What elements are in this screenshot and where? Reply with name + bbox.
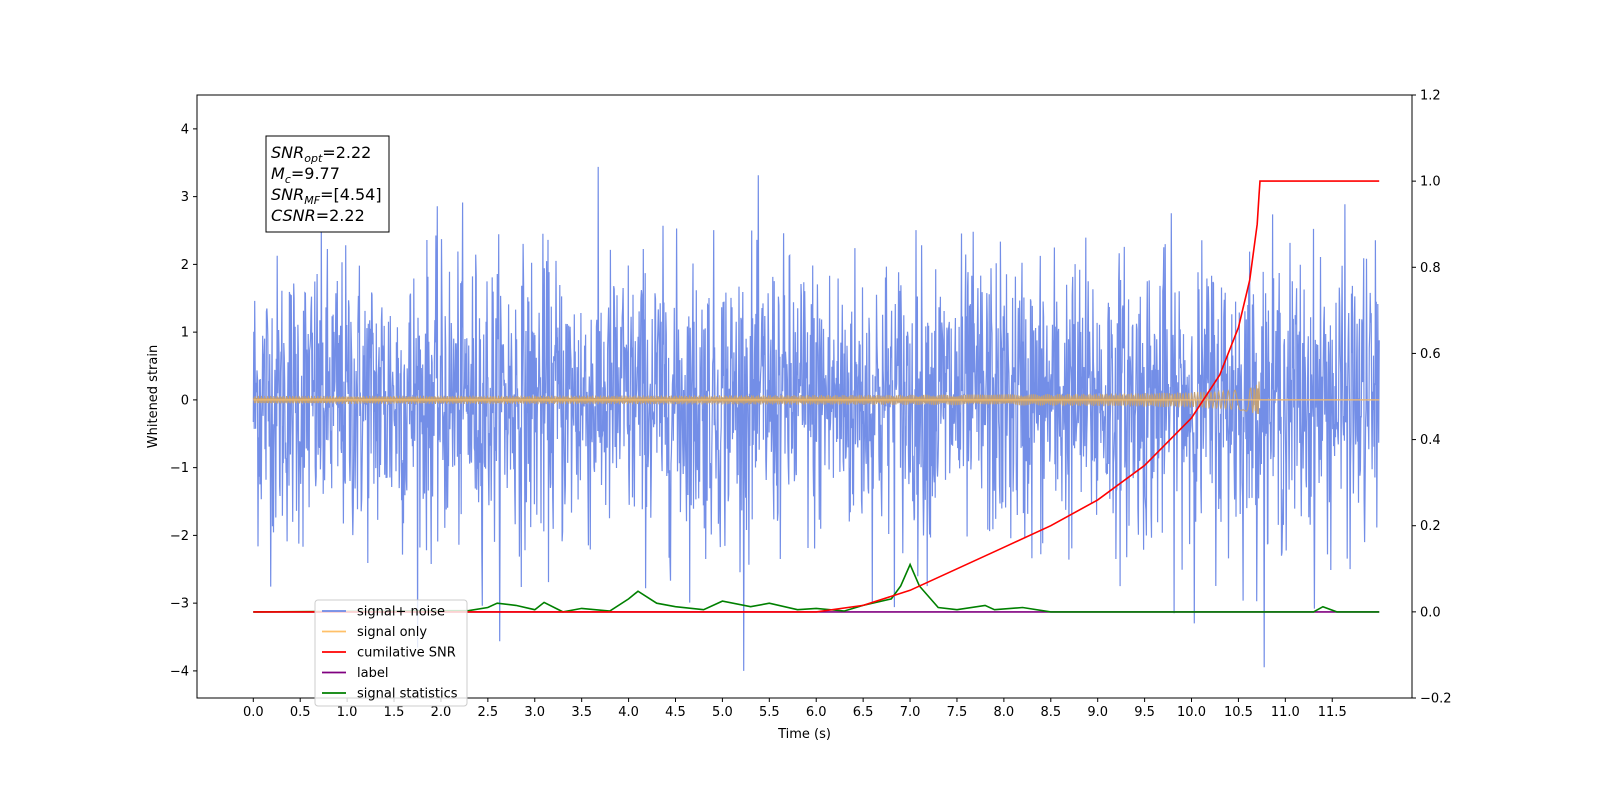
x-tick-label: 2.5 xyxy=(478,705,499,720)
y-left-tick-label: −1 xyxy=(170,461,189,476)
x-tick-label: 8.0 xyxy=(994,705,1015,720)
x-tick-label: 1.0 xyxy=(337,705,358,720)
x-tick-label: 0.0 xyxy=(243,705,264,720)
y-right-tick-label: −0.2 xyxy=(1420,692,1452,707)
legend-label: label xyxy=(357,666,388,681)
y-left-tick-label: 2 xyxy=(181,258,189,273)
legend-frame xyxy=(314,599,468,707)
x-tick-label: 10.0 xyxy=(1177,705,1206,720)
x-tick-label: 4.5 xyxy=(665,705,686,720)
annotation-line: Mc=9.77 xyxy=(271,164,340,186)
y-left-tick-label: −3 xyxy=(170,597,189,612)
signal-only-envelope xyxy=(252,381,1380,415)
legend: signal+ noise signal only cumilative SNR la… xyxy=(314,599,468,707)
x-tick-label: 11.5 xyxy=(1318,705,1347,720)
x-tick-label: 6.5 xyxy=(853,705,874,720)
y-left-tick-label: −4 xyxy=(170,664,189,679)
y-right-tick-label: 0.2 xyxy=(1420,519,1441,534)
x-tick-label: 6.0 xyxy=(806,705,827,720)
y-right-tick-label: 0.6 xyxy=(1420,347,1441,362)
signal-statistics-line xyxy=(253,562,1380,613)
y-right-tick-label: 0.4 xyxy=(1420,433,1441,448)
y-left-tick-label: 0 xyxy=(181,393,189,408)
x-tick-label: 5.0 xyxy=(712,705,733,720)
annotation-line: SNRMF=[4.54] xyxy=(271,185,382,207)
legend-label: signal only xyxy=(357,625,427,640)
plot-frame xyxy=(196,94,1413,699)
x-tick-label: 0.5 xyxy=(290,705,311,720)
x-tick-label: 7.5 xyxy=(947,705,968,720)
x-tick-label: 9.0 xyxy=(1087,705,1108,720)
legend-label: signal statistics xyxy=(357,687,458,702)
x-tick-label: 10.5 xyxy=(1224,705,1253,720)
legend-label: signal+ noise xyxy=(357,605,445,620)
annotation-frame xyxy=(265,135,390,233)
x-tick-label: 1.5 xyxy=(384,705,405,720)
x-tick-label: 3.0 xyxy=(524,705,545,720)
x-tick-label: 9.5 xyxy=(1134,705,1155,720)
y-right-tick-label: 0.8 xyxy=(1420,261,1441,276)
x-tick-label: 4.0 xyxy=(618,705,639,720)
signal-only-series xyxy=(252,381,1380,415)
x-tick-label: 2.0 xyxy=(431,705,452,720)
x-tick-label: 3.5 xyxy=(571,705,592,720)
y-left-tick-label: 1 xyxy=(181,326,189,341)
y-left-tick-label: −2 xyxy=(170,529,189,544)
y-right-tick-label: 1.2 xyxy=(1420,89,1441,104)
y-left-tick-label: 3 xyxy=(181,190,189,205)
annotation-line: CSNR=2.22 xyxy=(271,206,365,225)
y-axis-label-left: Whitened strain xyxy=(146,345,161,448)
y-right-tick-label: 1.0 xyxy=(1420,175,1441,190)
y-left-tick-label: 4 xyxy=(181,122,189,137)
x-tick-label: 8.5 xyxy=(1040,705,1061,720)
x-tick-label: 11.0 xyxy=(1271,705,1300,720)
legend-label: cumilative SNR xyxy=(357,646,456,661)
annotation-line: SNRopt=2.22 xyxy=(271,143,371,165)
x-tick-label: 5.5 xyxy=(759,705,780,720)
x-tick-label: 7.0 xyxy=(900,705,921,720)
x-axis-label: Time (s) xyxy=(777,727,831,742)
cumilative-snr-line xyxy=(253,180,1380,613)
axis-ticks: 0.0 0.5 1.0 1.5 2.0 2.5 3.0 3.5 4.0 4.5 5.0 5.5 6.0 6… xyxy=(170,89,1452,721)
y-right-tick-label: 0.0 xyxy=(1420,605,1441,620)
